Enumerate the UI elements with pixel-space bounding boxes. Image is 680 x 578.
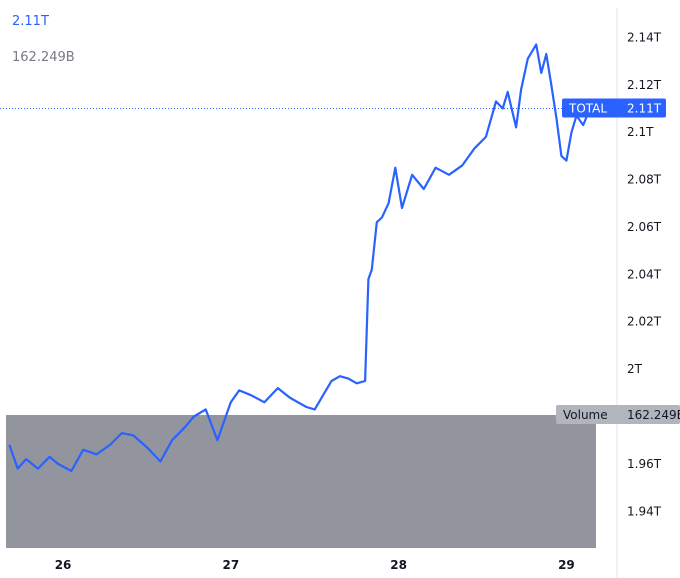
volume-tag: [556, 405, 680, 424]
price-tag-value: 2.11T: [627, 101, 662, 115]
volume-area: [6, 415, 596, 548]
y-tick-label: 2.06T: [627, 220, 662, 234]
x-tick-label: 26: [55, 558, 72, 572]
legend-volume-value: 162.249B: [12, 50, 75, 65]
y-tick-label: 1.94T: [627, 504, 662, 518]
y-tick-label: 2.14T: [627, 30, 662, 44]
legend-price-value: 2.11T: [12, 14, 49, 29]
y-tick-label: 2.1T: [627, 125, 654, 139]
volume-tag-value: 162.249B: [627, 408, 680, 422]
price-line[interactable]: [8, 43, 595, 473]
y-tick-label: 2.12T: [627, 78, 662, 92]
y-tick-label: 2.08T: [627, 173, 662, 187]
price-tag: [562, 98, 666, 118]
y-tick-label: 2T: [627, 362, 643, 376]
x-tick-label: 27: [222, 558, 239, 572]
y-tick-label: 2.02T: [627, 315, 662, 329]
x-tick-label: 29: [558, 558, 575, 572]
volume-tag-series-name: Volume: [563, 408, 608, 422]
y-tick-label: 1.96T: [627, 457, 662, 471]
x-tick-label: 28: [390, 558, 407, 572]
y-tick-label: 2.04T: [627, 267, 662, 281]
price-tag-series-name: TOTAL: [568, 101, 607, 115]
